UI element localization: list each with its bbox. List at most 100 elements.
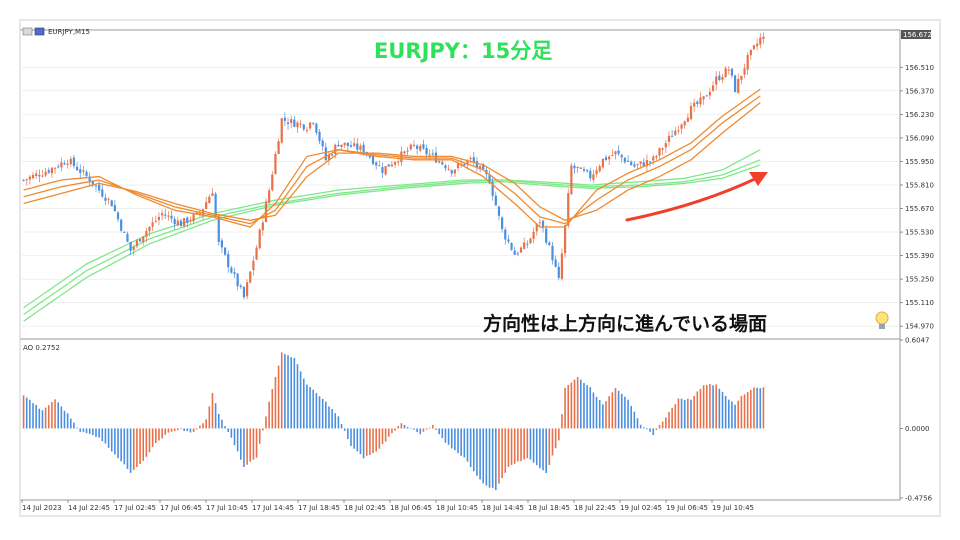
ao-bar [189,428,192,433]
candle-body [349,145,353,147]
candle-body [239,285,242,288]
ao-bar [365,428,368,456]
ao-bar [476,428,478,476]
candle-body [126,233,129,242]
candle-body [75,166,79,171]
ao-bar [356,428,359,452]
candle-body [167,215,170,217]
ao-bar [400,423,403,429]
price-axis: 156.510 156.370 156.230 156.090 155.950 155.8… [900,64,934,331]
candle-body [340,144,343,148]
ao-bar [199,425,201,429]
candle-body [595,170,598,175]
candle-body [702,96,705,100]
candle-body [497,206,501,216]
ao-bar [425,428,428,430]
orange-ma-line [23,102,761,222]
ao-bar [306,384,308,429]
ao-bar [227,428,230,432]
candle-body [293,119,296,127]
candle-body [217,216,220,242]
ao-tick-label: 0.6047 [905,337,930,345]
candle-body [192,214,195,222]
ao-bar [41,410,44,429]
candle-body [507,239,510,242]
candle-body [368,155,371,158]
ao-bar [299,371,302,429]
ao-axis: 0.6047 0.0000 -0.4756 [900,337,933,503]
candle-body [261,222,264,231]
candle-body [35,173,38,176]
candle-body [567,193,570,226]
candle-body [85,171,88,177]
ao-panel-frame [19,338,901,501]
candle-body [447,168,450,170]
time-tick-label: 17 Jul 10:45 [206,504,248,512]
time-tick-label: 14 Jul 22:45 [68,504,110,512]
ao-bar [482,428,485,484]
price-tick-label: 155.810 [905,182,934,190]
ao-bar [170,428,173,432]
ao-bar [501,428,503,479]
candle-body [671,135,674,137]
ao-bar [403,424,406,429]
ao-bar [592,392,595,429]
ao-bar [724,395,727,429]
candle-body [680,124,683,129]
ao-bar [646,428,648,430]
ao-bar [186,428,189,432]
price-tick-label: 155.250 [905,276,934,284]
candle-body [164,214,167,216]
candle-body [397,161,400,163]
ao-bar [523,428,525,460]
ao-bar [22,395,25,429]
candle-body [211,193,214,196]
ao-bar [73,422,75,429]
ao-bar [205,419,207,429]
candle-body [431,153,434,155]
lightbulb-glass [875,311,889,325]
ao-bar [69,418,72,429]
candle-body [689,106,693,120]
ao-bar [76,427,78,429]
candle-body [752,45,756,49]
candlestick-series [22,32,765,300]
price-tick-label: 155.390 [905,252,934,260]
ao-bar [110,428,113,452]
time-tick-label: 19 Jul 02:45 [620,504,662,512]
time-tick-label: 18 Jul 18:45 [528,504,570,512]
candle-body [198,212,201,214]
candle-body [718,75,721,80]
ao-bar [557,428,560,441]
ao-bar [35,404,37,429]
ao-bar [665,417,667,429]
ao-bar [438,428,440,435]
candle-body [268,190,271,203]
ao-bar [252,428,255,460]
symbol-label-group: EURJPY,M15 [22,27,90,36]
ao-bar [410,428,412,430]
candle-body [375,162,378,166]
candle-body [683,121,686,126]
candle-body [129,241,132,251]
ao-bar [743,394,746,429]
candle-body [38,174,41,177]
ao-bar [202,423,204,429]
candle-body [579,167,582,169]
price-tag-box [901,30,931,39]
ao-bar [737,400,740,429]
ao-bar [284,354,286,429]
ao-bar [381,428,384,445]
candle-body [63,163,66,165]
ao-bar [387,428,390,437]
candle-body [296,122,299,128]
ao-bar [211,393,214,429]
ao-bar [699,388,702,429]
candle-body [255,247,258,260]
ao-bar [542,428,544,471]
ao-bar [586,385,588,429]
candle-body [715,76,718,85]
candle-body [655,155,658,158]
candle-body [72,157,76,166]
